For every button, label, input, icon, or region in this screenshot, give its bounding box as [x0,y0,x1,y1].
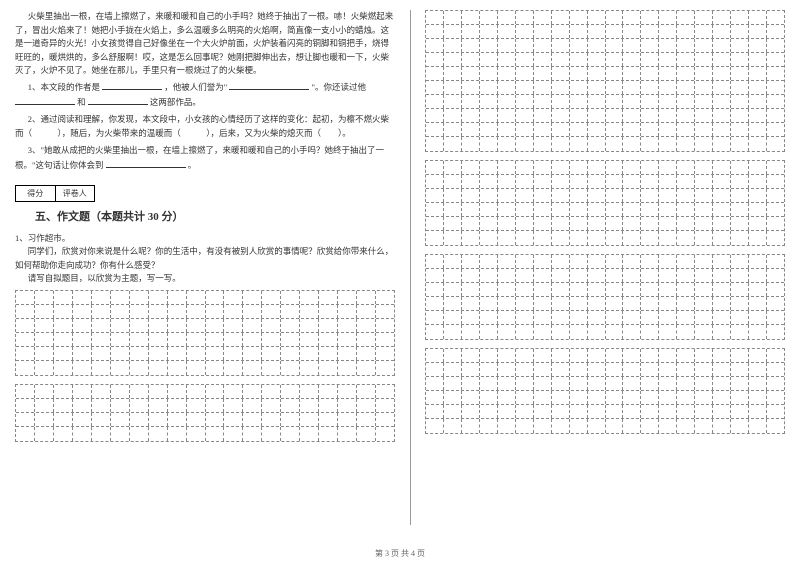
composition-p2: 请写自拟题目，以欣赏为主题，写一写。 [15,272,395,286]
question-3: 3、"她敢从成把的火柴里抽出一根，在墙上擦燃了，来暖和暖和自己的小手吗？她终于抽… [15,144,395,172]
score-label: 得分 [16,186,56,201]
q1-end: "。你还读过他 [312,82,366,92]
writing-grid-5[interactable] [425,254,785,340]
question-2: 2、通过阅读和理解，你发现，本文段中，小女孩的心情经历了这样的变化：起初，为檫不… [15,113,395,140]
q1-works-end: 这两部作品。 [150,97,201,107]
writing-grid-6[interactable] [425,348,785,434]
writing-grid-1[interactable] [15,290,395,376]
writing-grid-4[interactable] [425,160,785,246]
reading-passage: 火柴里抽出一根，在墙上擦燃了，来暖和暖和自己的小手吗？她终于抽出了一根。哧！火柴… [15,10,395,78]
blank-title[interactable] [229,80,309,90]
q1-prefix: 1、本文段的作者是 [28,82,100,92]
composition-question: 1、习作超市。 同学们，欣赏对你来说是什么呢？你的生活中，有没有被别人欣赏的事情… [15,232,395,286]
blank-work1[interactable] [15,95,75,105]
q2-text: 2、通过阅读和理解，你发现，本文段中，小女孩的心情经历了这样的变化：起初，为檫不… [15,113,395,140]
blank-work2[interactable] [88,95,148,105]
blank-author[interactable] [102,80,162,90]
question-1: 1、本文段的作者是 ，他被人们誉为" "。你还读过他 和 这两部作品。 [15,80,395,109]
q3-end: 。 [188,160,197,170]
q1-and: 和 [77,97,86,107]
grader-label: 评卷人 [56,186,95,201]
composition-p1: 同学们，欣赏对你来说是什么呢？你的生活中，有没有被别人欣赏的事情呢？欣赏给你带来… [15,245,395,272]
q3-text: 3、"她敢从成把的火柴里抽出一根，在墙上擦燃了，来暖和暖和自己的小手吗？她终于抽… [15,145,384,170]
column-divider [410,10,411,525]
score-box: 得分 评卷人 [15,185,95,202]
writing-grid-2[interactable] [15,384,395,442]
passage-text: 火柴里抽出一根，在墙上擦燃了，来暖和暖和自己的小手吗？她终于抽出了一根。哧！火柴… [15,10,395,78]
page-footer: 第 3 页 共 4 页 [0,548,800,559]
q1-label: 1、习作超市。 [15,232,395,246]
blank-q3[interactable] [106,158,186,168]
section-5-title: 五、作文题（本题共计 30 分） [35,208,395,224]
writing-grid-3[interactable] [425,10,785,152]
q1-mid: ，他被人们誉为" [164,82,227,92]
